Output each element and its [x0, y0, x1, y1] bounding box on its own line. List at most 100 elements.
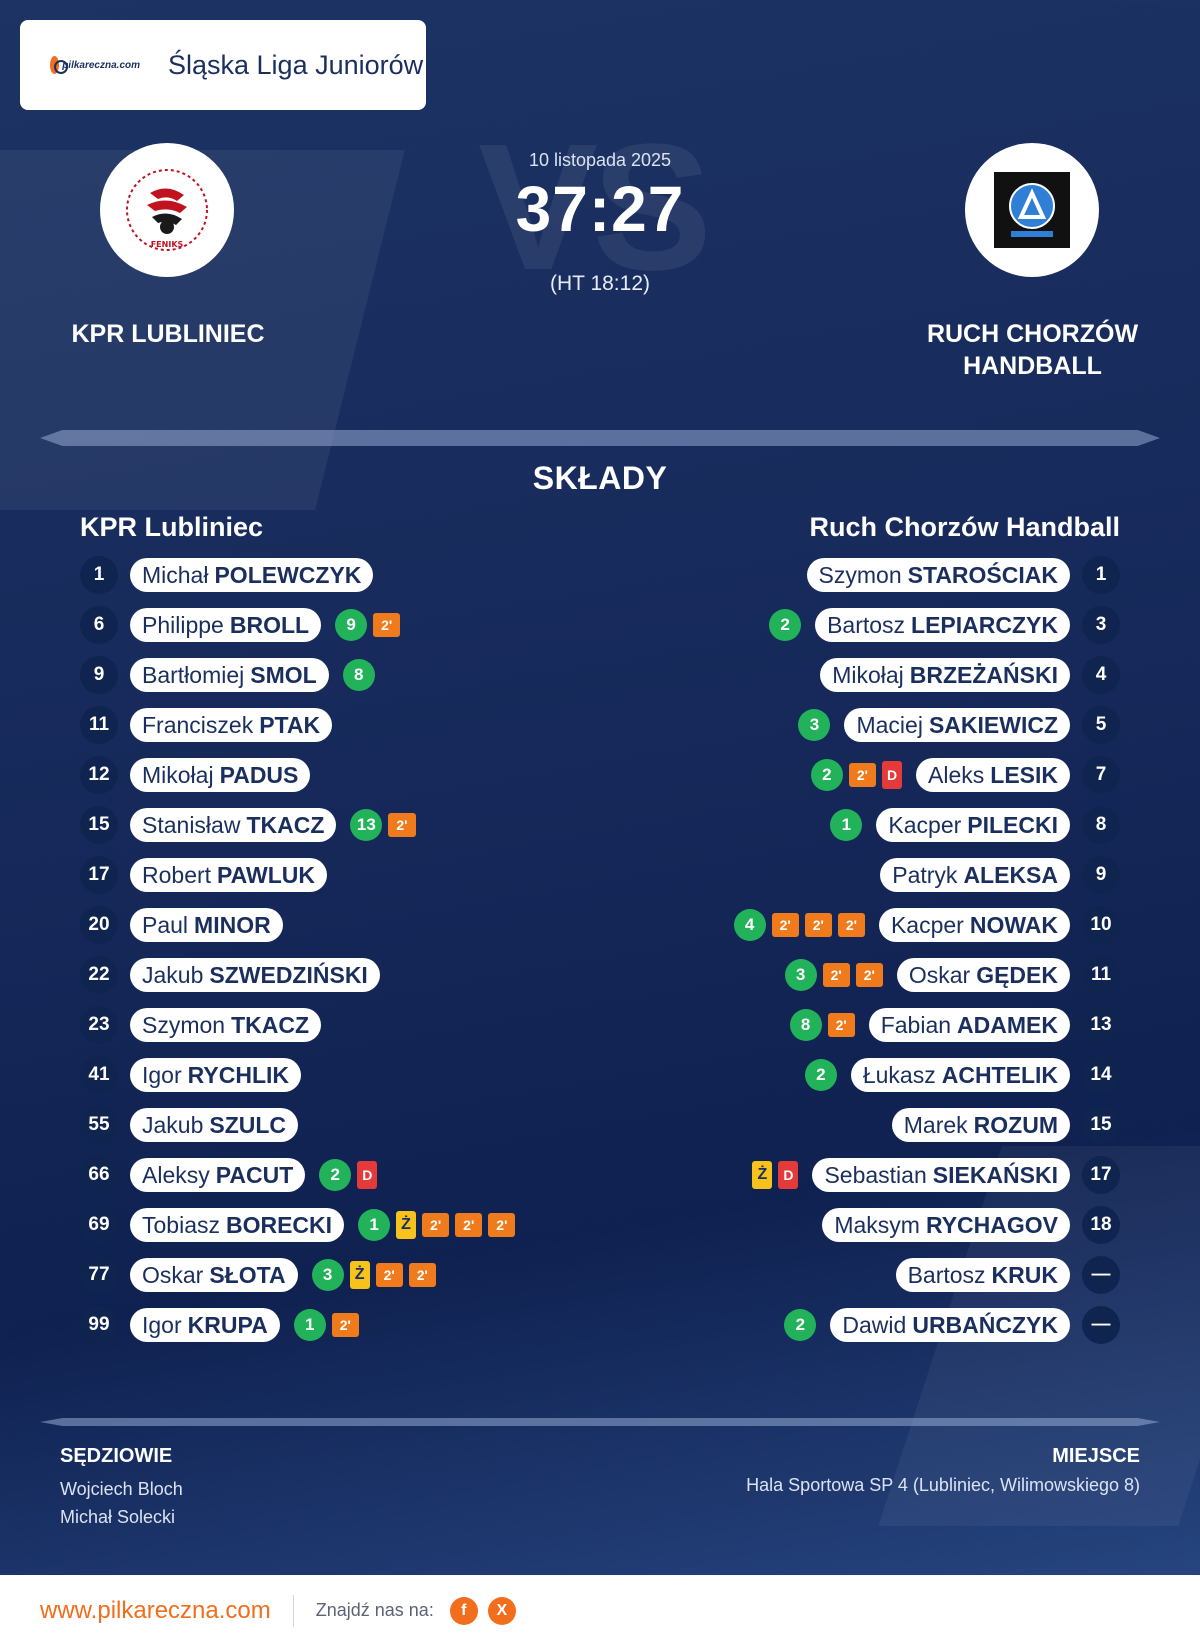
goal-badge: 2 — [769, 609, 802, 641]
player-last-name: GĘDEK — [976, 961, 1058, 988]
player-name: Bartosz LEPIARCZYK — [815, 608, 1070, 642]
goal-badge: 2 — [784, 1309, 817, 1341]
player-row: Marek ROZUM 15 — [600, 1100, 1120, 1150]
player-first-name: Sebastian — [824, 1161, 927, 1188]
player-last-name: SZWEDZIŃSKI — [209, 961, 368, 988]
player-name: Tobiasz BORECKI — [130, 1208, 345, 1242]
suspension-badge: 2' — [848, 763, 877, 787]
suspension-badge: 2' — [827, 1013, 855, 1037]
player-row: 8 2' Fabian ADAMEK 13 — [600, 1000, 1120, 1050]
player-row: 20 Paul MINOR — [80, 900, 600, 950]
player-number: 20 — [80, 906, 118, 944]
player-last-name: TKACZ — [231, 1011, 310, 1038]
player-row: Ż D Sebastian SIEKAŃSKI 17 — [600, 1150, 1120, 1200]
player-row: 55 Jakub SZULC — [80, 1100, 600, 1150]
player-first-name: Kacper — [890, 911, 964, 938]
player-name: Igor KRUPA — [130, 1308, 280, 1342]
player-row: Mikołaj BRZEŻAŃSKI 4 — [600, 650, 1120, 700]
player-row: 41 Igor RYCHLIK — [80, 1050, 600, 1100]
player-row: Maksym RYCHAGOV 18 — [600, 1200, 1120, 1250]
player-number: 10 — [1082, 906, 1120, 944]
player-name: Łukasz ACHTELIK — [850, 1058, 1070, 1092]
player-last-name: ALEKSA — [963, 861, 1058, 888]
player-last-name: PADUS — [219, 761, 299, 788]
brand-name: pilkareczna.com — [62, 59, 140, 71]
player-first-name: Philippe — [142, 611, 224, 638]
yellow-card-badge: Ż — [349, 1261, 370, 1289]
player-first-name: Jakub — [142, 1111, 204, 1138]
goal-badge: 2 — [810, 759, 843, 791]
player-row: 1 Kacper PILECKI 8 — [600, 800, 1120, 850]
player-first-name: Aleks — [928, 761, 985, 788]
player-row: 2 Dawid URBAŃCZYK — — [600, 1300, 1120, 1350]
player-last-name: RYCHAGOV — [925, 1211, 1058, 1238]
player-number: 23 — [80, 1006, 118, 1044]
player-first-name: Aleksy — [142, 1161, 210, 1188]
player-last-name: SIEKAŃSKI — [932, 1161, 1058, 1188]
player-first-name: Igor — [142, 1061, 182, 1088]
x-icon[interactable]: X — [487, 1596, 516, 1625]
svg-text:FENIKS: FENIKS — [151, 240, 184, 249]
player-last-name: PILECKI — [967, 811, 1058, 838]
goal-badge: 2 — [319, 1159, 352, 1191]
footer: www.pilkareczna.com Znajdź nas na: f X — [0, 1575, 1200, 1646]
player-last-name: ROZUM — [973, 1111, 1058, 1138]
player-row: 4 2' 2' 2' Kacper NOWAK 10 — [600, 900, 1120, 950]
away-team-name-line1: RUCH CHORZÓW — [926, 320, 1139, 348]
away-team-name-line2: HANDBALL — [963, 352, 1102, 380]
player-events: 3 2' 2' — [784, 959, 883, 991]
player-row: 66 Aleksy PACUT 2 D — [80, 1150, 600, 1200]
home-team-name: KPR LUBLINIEC — [71, 320, 265, 348]
player-name: Bartosz KRUK — [895, 1258, 1070, 1292]
goal-badge: 2 — [804, 1059, 837, 1091]
halftime-score: (HT 18:12) — [550, 272, 650, 295]
vs-watermark: VS — [478, 107, 712, 308]
player-number: 22 — [80, 956, 118, 994]
goal-badge: 8 — [789, 1009, 822, 1041]
player-events: 3 Ż 2' 2' — [311, 1259, 436, 1291]
venue-label: MIEJSCE — [1052, 1445, 1140, 1467]
facebook-icon[interactable]: f — [449, 1596, 478, 1625]
website-link[interactable]: www.pilkareczna.com — [40, 1596, 271, 1624]
player-events: 8 — [342, 659, 375, 691]
player-last-name: POLEWCZYK — [214, 561, 362, 588]
referees-list: Wojciech Bloch Michał Solecki — [60, 1475, 183, 1531]
player-first-name: Patryk — [892, 861, 958, 888]
player-number: 3 — [1082, 606, 1120, 644]
suspension-badge: 2' — [373, 613, 401, 637]
player-row: 69 Tobiasz BORECKI 1 Ż 2' 2' 2' — [80, 1200, 600, 1250]
player-number: 1 — [1082, 556, 1120, 594]
player-number: — — [1082, 1306, 1120, 1344]
player-name: Philippe BROLL — [130, 608, 322, 642]
goal-badge: 3 — [784, 959, 817, 991]
suspension-badge: 2' — [388, 813, 416, 837]
section-title: SKŁADY — [532, 460, 668, 496]
suspension-badge: 2' — [331, 1313, 359, 1337]
match-score: 37:27 — [515, 173, 685, 245]
player-name: Oskar GĘDEK — [896, 958, 1070, 992]
player-number: 6 — [80, 606, 118, 644]
player-row: 12 Mikołaj PADUS — [80, 750, 600, 800]
player-last-name: PACUT — [215, 1161, 294, 1188]
player-last-name: PTAK — [259, 711, 321, 738]
player-first-name: Igor — [142, 1311, 182, 1338]
player-row: 23 Szymon TKACZ — [80, 1000, 600, 1050]
player-number: 5 — [1082, 706, 1120, 744]
player-events: 2 — [769, 609, 802, 641]
player-events: 4 2' 2' 2' — [733, 909, 865, 941]
player-row: 6 Philippe BROLL 9 2' — [80, 600, 600, 650]
player-first-name: Jakub — [142, 961, 204, 988]
player-number: 1 — [80, 556, 118, 594]
player-number: 66 — [80, 1156, 118, 1194]
player-name: Jakub SZULC — [130, 1108, 299, 1142]
player-number: 15 — [1082, 1106, 1120, 1144]
venue-text: Hala Sportowa SP 4 (Lubliniec, Wilimowsk… — [746, 1475, 1140, 1495]
player-last-name: TKACZ — [246, 811, 325, 838]
player-last-name: MINOR — [194, 911, 271, 938]
player-number: 14 — [1082, 1056, 1120, 1094]
player-row: Bartosz KRUK — — [600, 1250, 1120, 1300]
player-name: Patryk ALEKSA — [880, 858, 1070, 892]
player-number: 69 — [80, 1206, 118, 1244]
player-row: Szymon STAROŚCIAK 1 — [600, 550, 1120, 600]
